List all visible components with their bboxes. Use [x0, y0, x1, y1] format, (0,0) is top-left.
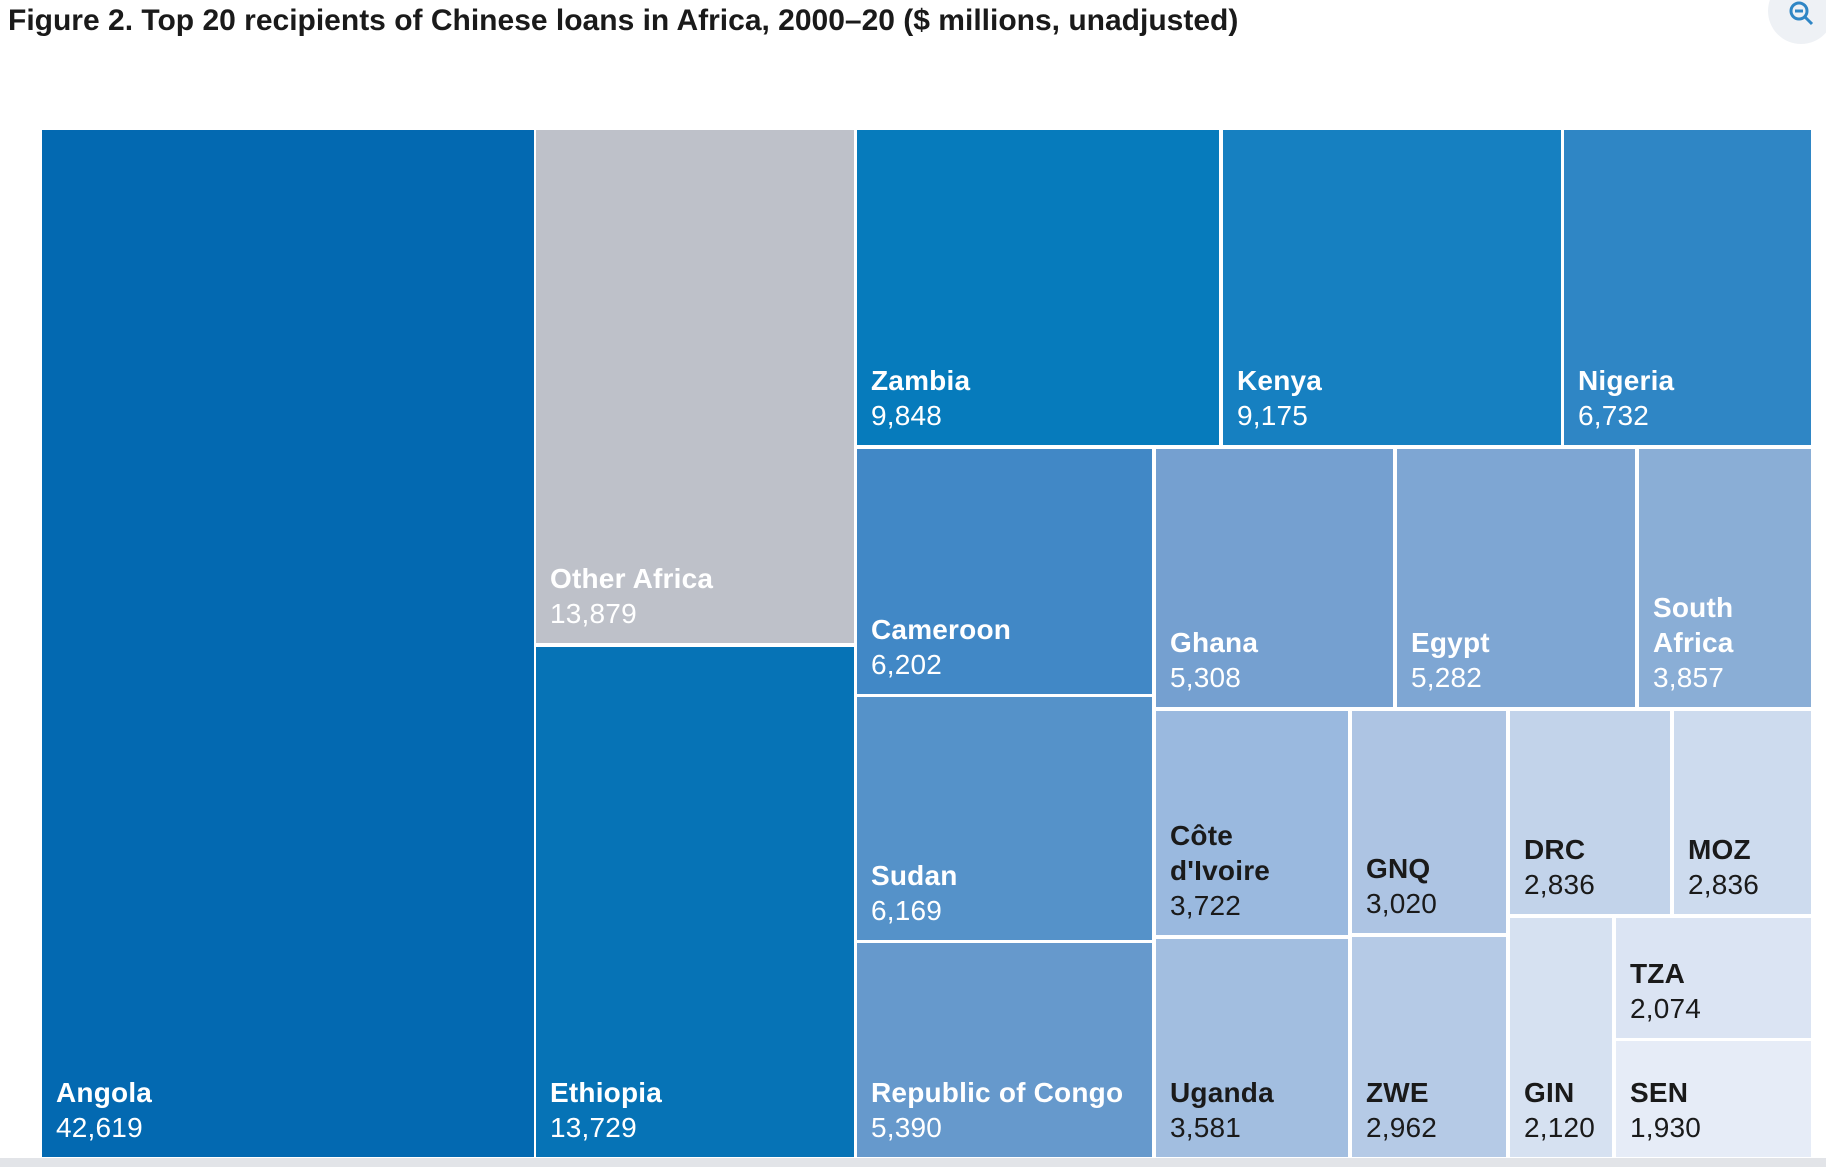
- tile-name: Other Africa: [550, 563, 714, 594]
- tile-label: Nigeria 6,732: [1578, 363, 1674, 433]
- tile-name: Ethiopia: [550, 1077, 663, 1108]
- tile-label: DRC 2,836: [1524, 832, 1595, 902]
- tile-value: 2,836: [1688, 869, 1760, 900]
- tile-name: Republic of Congo: [871, 1077, 1124, 1108]
- tile-name: ZWE: [1366, 1077, 1429, 1108]
- treemap-tile-cote-divoire: Côte d'Ivoire 3,722: [1156, 711, 1348, 935]
- tile-value: 2,120: [1524, 1112, 1596, 1143]
- tile-label: Republic of Congo 5,390: [871, 1075, 1123, 1145]
- tile-name: Ghana: [1170, 627, 1259, 658]
- tile-label: Cameroon 6,202: [871, 612, 1011, 682]
- tile-label: MOZ 2,836: [1688, 832, 1759, 902]
- tile-name: DRC: [1524, 834, 1586, 865]
- chart-title: Figure 2. Top 20 recipients of Chinese l…: [8, 4, 1239, 37]
- tile-value: 6,202: [871, 649, 943, 680]
- tile-label: Côte d'Ivoire 3,722: [1170, 818, 1320, 923]
- tile-name: Kenya: [1237, 365, 1323, 396]
- tile-label: Sudan 6,169: [871, 858, 958, 928]
- tile-value: 3,857: [1653, 662, 1725, 693]
- treemap-tile-gnq: GNQ 3,020: [1352, 711, 1506, 933]
- tile-label: GIN 2,120: [1524, 1075, 1595, 1145]
- tile-value: 2,836: [1524, 869, 1596, 900]
- tile-value: 2,962: [1366, 1112, 1438, 1143]
- tile-name: Zambia: [871, 365, 971, 396]
- tile-name: Côte d'Ivoire: [1170, 820, 1271, 886]
- treemap-tile-zambia: Zambia 9,848: [857, 130, 1219, 445]
- treemap-tile-drc: DRC 2,836: [1510, 711, 1670, 914]
- treemap-tile-angola: Angola 42,619: [42, 130, 534, 1157]
- treemap-tile-ghana: Ghana 5,308: [1156, 449, 1393, 707]
- tile-value: 3,581: [1170, 1112, 1242, 1143]
- tile-name: TZA: [1630, 958, 1686, 989]
- treemap-tile-egypt: Egypt 5,282: [1397, 449, 1635, 707]
- treemap-tile-republic-of-congo: Republic of Congo 5,390: [857, 943, 1152, 1157]
- tile-label: South Africa 3,857: [1653, 590, 1773, 695]
- tile-value: 1,930: [1630, 1112, 1702, 1143]
- tile-value: 3,722: [1170, 890, 1242, 921]
- treemap-tile-south-africa: South Africa 3,857: [1639, 449, 1811, 707]
- tile-label: Zambia 9,848: [871, 363, 970, 433]
- treemap-tile-cameroon: Cameroon 6,202: [857, 449, 1152, 694]
- tile-name: GNQ: [1366, 853, 1431, 884]
- tile-label: GNQ 3,020: [1366, 851, 1437, 921]
- tile-label: SEN 1,930: [1630, 1075, 1701, 1145]
- tile-name: SEN: [1630, 1077, 1689, 1108]
- treemap-tile-sen: SEN 1,930: [1616, 1041, 1811, 1157]
- treemap-tile-moz: MOZ 2,836: [1674, 711, 1811, 914]
- treemap-tile-other-africa: Other Africa 13,879: [536, 130, 854, 643]
- tile-name: Sudan: [871, 860, 958, 891]
- treemap-tile-zwe: ZWE 2,962: [1352, 937, 1506, 1157]
- tile-value: 5,282: [1411, 662, 1483, 693]
- tile-label: TZA 2,074: [1630, 956, 1701, 1026]
- tile-value: 2,074: [1630, 993, 1702, 1024]
- bottom-divider: [0, 1158, 1826, 1167]
- treemap-tile-sudan: Sudan 6,169: [857, 697, 1152, 940]
- tile-value: 13,729: [550, 1112, 637, 1143]
- tile-label: Egypt 5,282: [1411, 625, 1490, 695]
- tile-label: ZWE 2,962: [1366, 1075, 1437, 1145]
- tile-name: Angola: [56, 1077, 153, 1108]
- tile-name: MOZ: [1688, 834, 1751, 865]
- tile-value: 6,169: [871, 895, 943, 926]
- tile-name: Uganda: [1170, 1077, 1274, 1108]
- treemap-tile-nigeria: Nigeria 6,732: [1564, 130, 1811, 445]
- tile-value: 9,848: [871, 400, 943, 431]
- tile-label: Kenya 9,175: [1237, 363, 1322, 433]
- tile-value: 5,390: [871, 1112, 943, 1143]
- tile-label: Angola 42,619: [56, 1075, 152, 1145]
- tile-label: Ethiopia 13,729: [550, 1075, 662, 1145]
- tile-label: Ghana 5,308: [1170, 625, 1258, 695]
- zoom-out-icon: [1789, 1, 1814, 26]
- tile-name: GIN: [1524, 1077, 1575, 1108]
- tile-name: Cameroon: [871, 614, 1012, 645]
- tile-name: Egypt: [1411, 627, 1490, 658]
- tile-value: 6,732: [1578, 400, 1650, 431]
- treemap-tile-uganda: Uganda 3,581: [1156, 939, 1348, 1157]
- tile-name: Nigeria: [1578, 365, 1675, 396]
- tile-value: 13,879: [550, 598, 637, 629]
- treemap-tile-gin: GIN 2,120: [1510, 918, 1612, 1157]
- tile-label: Other Africa 13,879: [550, 561, 750, 631]
- tile-value: 5,308: [1170, 662, 1242, 693]
- tile-name: South Africa: [1653, 592, 1734, 658]
- treemap-tile-tza: TZA 2,074: [1616, 918, 1811, 1038]
- tile-label: Uganda 3,581: [1170, 1075, 1274, 1145]
- treemap-tile-ethiopia: Ethiopia 13,729: [536, 647, 854, 1157]
- tile-value: 42,619: [56, 1112, 143, 1143]
- tile-value: 9,175: [1237, 400, 1309, 431]
- tile-value: 3,020: [1366, 888, 1438, 919]
- treemap-tile-kenya: Kenya 9,175: [1223, 130, 1561, 445]
